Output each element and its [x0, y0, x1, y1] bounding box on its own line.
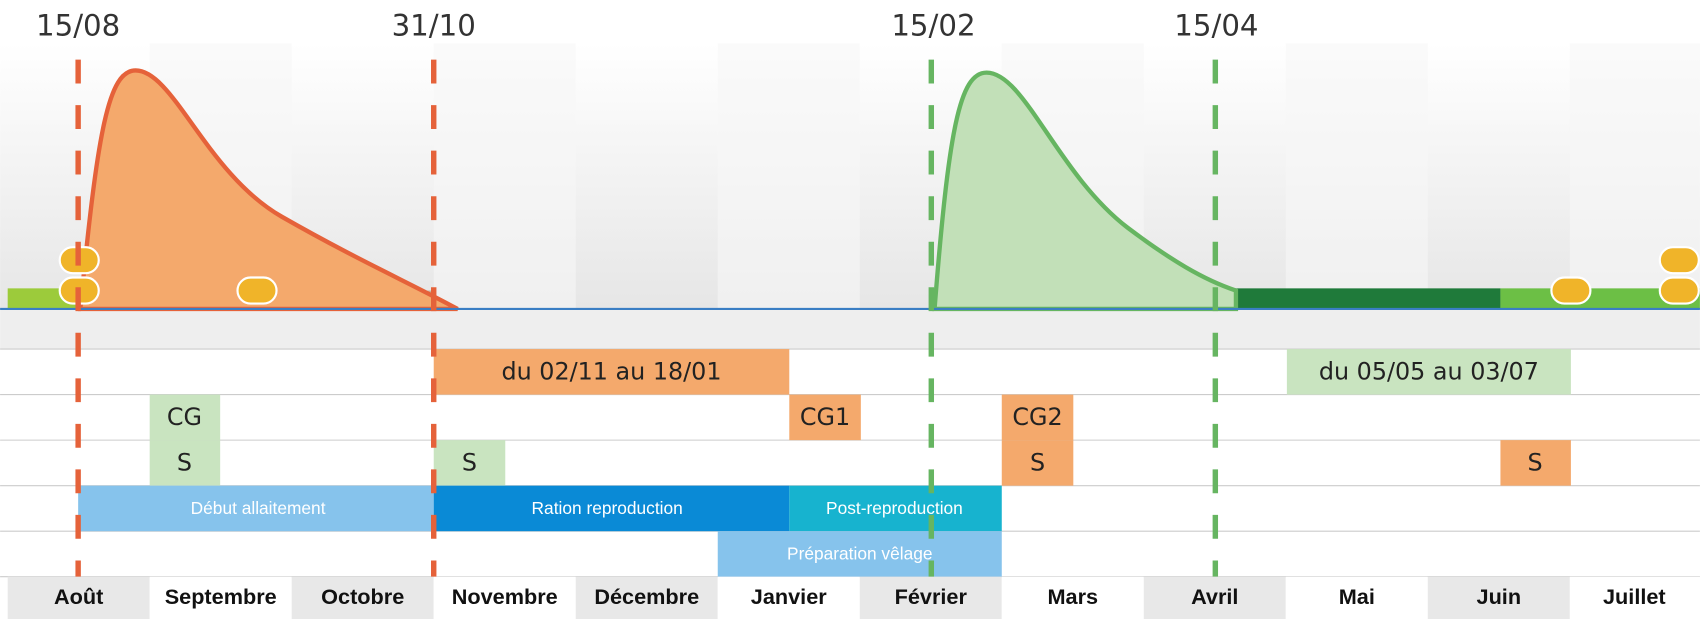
month-label: Mai [1339, 584, 1375, 609]
band [0, 309, 1700, 349]
marker-label: 15/04 [1174, 9, 1258, 43]
block-label: CG [167, 403, 202, 431]
block-label: CG2 [1012, 403, 1062, 431]
block-label: S [177, 448, 192, 476]
month-label: Juillet [1603, 584, 1666, 609]
month-row: Août Septembre Octobre Novembre Décembre Janv… [8, 577, 1700, 619]
month-label: Octobre [321, 584, 404, 609]
marker-label: 15/02 [891, 9, 975, 43]
month-label: Février [895, 584, 968, 609]
block-label: Préparation vêlage [787, 544, 932, 564]
month-label: Novembre [452, 584, 558, 609]
month-label: Mars [1047, 584, 1098, 609]
block-label: CG1 [800, 403, 850, 431]
block-label: du 05/05 au 03/07 [1319, 357, 1539, 385]
column-shade [1286, 43, 1428, 309]
block-label: Début allaitement [191, 498, 326, 518]
month-label: Décembre [594, 584, 699, 609]
marker-label: 15/08 [36, 9, 120, 43]
timeline: du 02/11 au 18/01 du 05/05 au 03/07 CG C… [0, 0, 1700, 619]
month-label: Août [54, 584, 103, 609]
block-label: Ration reproduction [532, 498, 683, 518]
block-label: S [1528, 448, 1543, 476]
column-shade [434, 43, 576, 309]
block-label: S [1030, 448, 1045, 476]
marker-label: 31/10 [392, 9, 476, 43]
block-label: du 02/11 au 18/01 [502, 357, 722, 385]
month-label: Septembre [165, 584, 277, 609]
block-label: Post-reproduction [826, 498, 963, 518]
column-shade [718, 43, 860, 309]
month-label: Avril [1191, 584, 1238, 609]
month-label: Juin [1477, 584, 1522, 609]
block-label: S [462, 448, 477, 476]
month-label: Janvier [751, 584, 827, 609]
